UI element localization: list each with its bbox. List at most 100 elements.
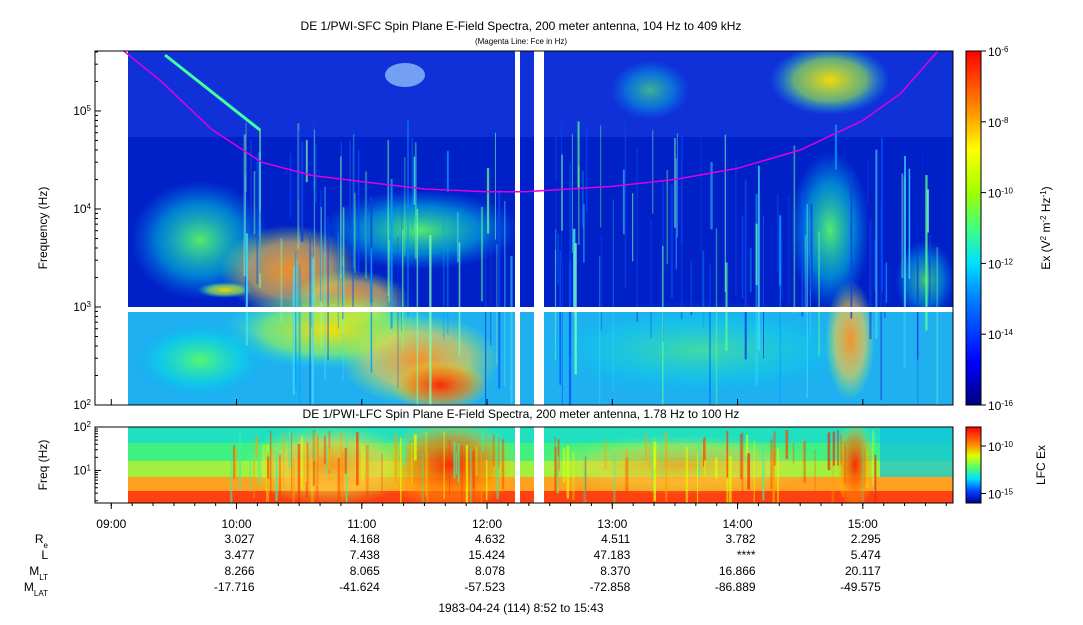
striation (561, 259, 563, 405)
colorbar-tick-label-exp: -14 (1001, 328, 1013, 337)
striation (867, 159, 869, 204)
bottom-chart-title: DE 1/PWI-LFC Spin Plane E-Field Spectra,… (303, 407, 740, 421)
striation (772, 450, 775, 503)
striation (600, 234, 603, 331)
striation (480, 450, 483, 503)
striation (280, 237, 283, 323)
colorbar-tick-label: 10-6 (988, 45, 1009, 60)
striation (455, 451, 458, 475)
striation (881, 137, 883, 292)
y-tick-label-base: 10 (73, 300, 87, 314)
striation (746, 434, 749, 457)
striation (253, 459, 255, 498)
striation (680, 155, 683, 320)
striation (282, 430, 285, 486)
time-tick-label: 10:00 (222, 517, 252, 531)
striation (862, 444, 864, 503)
striation (739, 433, 743, 480)
striation (559, 250, 561, 385)
striation (315, 143, 317, 203)
striation (869, 219, 872, 340)
striation (337, 458, 341, 498)
striation (557, 458, 559, 494)
striation (340, 156, 342, 279)
striation (291, 432, 293, 495)
striation (301, 141, 304, 242)
striation (802, 439, 804, 463)
striation (492, 435, 495, 467)
striation (698, 442, 701, 477)
striation (557, 439, 560, 471)
striation (744, 179, 747, 360)
ephemeris-value: -57.523 (464, 580, 505, 594)
striation (832, 431, 835, 466)
striation (365, 445, 369, 497)
striation (356, 432, 359, 486)
striation (666, 170, 669, 264)
striation (874, 240, 876, 291)
y-tick-label: 105 (73, 103, 91, 118)
striation (651, 437, 653, 493)
striation (400, 438, 402, 503)
striation (645, 433, 647, 460)
striation (583, 204, 585, 263)
striation (230, 457, 233, 503)
striation (874, 454, 877, 503)
ephemeris-row-label: L (41, 548, 48, 562)
quiet-region (880, 427, 953, 477)
striation (726, 453, 729, 503)
y-tick-label-base: 10 (73, 398, 87, 412)
striation (305, 140, 308, 183)
striation (298, 130, 300, 201)
striation (270, 430, 272, 497)
striation (741, 431, 744, 493)
colorbar-tick-label: 10-14 (988, 328, 1013, 343)
ephemeris-value: 5.474 (851, 548, 881, 562)
striation (578, 166, 580, 246)
striation (922, 146, 923, 207)
striation (363, 451, 366, 473)
striation (320, 190, 322, 301)
ephemeris-value: 8.078 (475, 564, 505, 578)
striation (402, 438, 406, 466)
striation (904, 156, 906, 312)
fce-line (123, 51, 939, 193)
striation (779, 265, 781, 405)
striation (342, 451, 344, 503)
striation (837, 430, 839, 466)
striation (583, 446, 587, 503)
striation (758, 165, 760, 351)
striation (415, 156, 417, 223)
colorbar-tick-label: 10-10 (988, 440, 1013, 455)
striation (443, 431, 445, 500)
striation (323, 436, 326, 464)
striation (844, 441, 846, 485)
striation (271, 450, 275, 492)
striation (239, 430, 241, 491)
striation (581, 171, 584, 228)
striation (785, 430, 789, 460)
striation (243, 134, 246, 277)
striation (787, 195, 790, 307)
striation (735, 161, 737, 296)
striation (279, 433, 281, 456)
y-tick-label: 102 (73, 398, 91, 413)
colorbar-tick-label-base: 10 (988, 116, 1002, 130)
striation (779, 215, 782, 286)
striation (289, 153, 292, 218)
striation (662, 246, 664, 405)
striation (555, 228, 557, 320)
striation (486, 168, 490, 234)
striation (457, 443, 460, 484)
striation (413, 434, 417, 461)
colorbar-tick-label-base: 10 (988, 328, 1002, 342)
striation (305, 443, 308, 482)
bottom-y-axis-label: Freq (Hz) (36, 440, 50, 491)
striation (458, 242, 461, 357)
striation (569, 163, 572, 356)
striation (866, 449, 869, 488)
striation (446, 150, 449, 192)
striation (715, 457, 718, 479)
ephemeris-row-label: MLT (29, 564, 48, 582)
striation (416, 208, 419, 405)
